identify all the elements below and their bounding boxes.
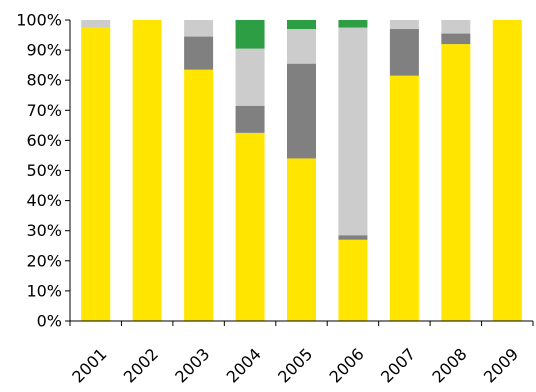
bar-segment-2007-s2 bbox=[389, 29, 419, 76]
bar-segment-2003-s3 bbox=[184, 20, 214, 37]
bar-segment-2006-s1 bbox=[338, 239, 368, 321]
y-tick-label: 60% bbox=[26, 131, 62, 150]
bar-segment-2008-s1 bbox=[441, 44, 471, 321]
x-tick-label-2007: 2007 bbox=[377, 344, 419, 386]
bar-segment-2008-s2 bbox=[441, 33, 471, 45]
bar-segment-2002-s1 bbox=[132, 20, 162, 321]
bar-segment-2009-s1 bbox=[492, 20, 522, 321]
bar-segment-2005-s1 bbox=[287, 158, 316, 321]
bar-segment-2004-s2 bbox=[235, 105, 265, 133]
x-tick-label-2006: 2006 bbox=[326, 344, 368, 386]
y-tick-label: 50% bbox=[26, 161, 62, 180]
bar-segment-2006-s2 bbox=[338, 235, 368, 240]
y-tick-label: 90% bbox=[26, 41, 62, 60]
x-tick-label-2001: 2001 bbox=[68, 344, 110, 386]
bar-segment-2005-s2 bbox=[287, 63, 316, 159]
bar-segment-2006-s4 bbox=[338, 20, 368, 28]
y-tick-label: 30% bbox=[26, 221, 62, 240]
bar-segment-2004-s4 bbox=[235, 20, 265, 49]
bar-segment-2008-s3 bbox=[441, 20, 471, 34]
x-tick-label-2008: 2008 bbox=[428, 344, 470, 386]
y-tick-label: 70% bbox=[26, 101, 62, 120]
y-tick-label: 100% bbox=[16, 11, 62, 30]
bar-segment-2005-s4 bbox=[287, 20, 316, 30]
y-tick-label: 0% bbox=[37, 312, 62, 331]
y-tick-label: 40% bbox=[26, 191, 62, 210]
bar-segment-2003-s1 bbox=[184, 69, 214, 321]
y-tick-label: 80% bbox=[26, 71, 62, 90]
bar-segment-2007-s1 bbox=[389, 75, 419, 321]
bar-segment-2007-s3 bbox=[389, 20, 419, 30]
x-tick-label-2003: 2003 bbox=[171, 344, 213, 386]
bar-segment-2001-s1 bbox=[81, 27, 111, 322]
bar-segment-2003-s2 bbox=[184, 36, 214, 70]
y-tick-label: 20% bbox=[26, 251, 62, 270]
bar-segment-2004-s3 bbox=[235, 48, 265, 106]
bar-segment-2006-s3 bbox=[338, 27, 368, 236]
x-tick-label-2002: 2002 bbox=[120, 344, 162, 386]
x-tick-label-2005: 2005 bbox=[274, 344, 316, 386]
y-tick-label: 10% bbox=[26, 281, 62, 300]
x-tick-label-2009: 2009 bbox=[480, 344, 522, 386]
x-tick-label-2004: 2004 bbox=[223, 344, 265, 386]
bar-segment-2004-s1 bbox=[235, 132, 265, 322]
bar-segment-2005-s3 bbox=[287, 29, 316, 64]
bar-segment-2001-s3 bbox=[81, 20, 111, 28]
